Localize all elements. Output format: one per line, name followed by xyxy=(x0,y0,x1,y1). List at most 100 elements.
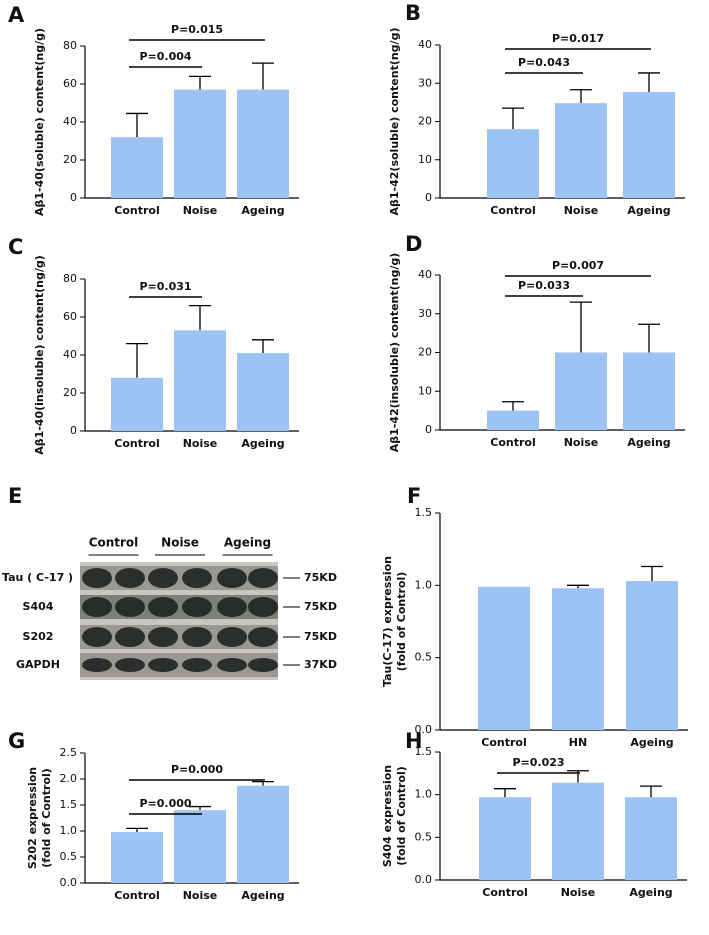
error-bar xyxy=(638,72,660,93)
y-tick-label: 0.0 xyxy=(415,723,433,736)
x-tick-label: Ageing xyxy=(627,204,670,217)
error-bar xyxy=(641,565,663,581)
error-bar xyxy=(640,785,662,798)
error-bar xyxy=(570,89,592,104)
y-tick-label: 1.5 xyxy=(60,798,78,811)
bar xyxy=(111,832,163,883)
blot-group-label: Ageing xyxy=(224,536,271,550)
y-tick-label: 40 xyxy=(63,115,77,128)
blot-band xyxy=(248,658,278,672)
p-value: P=0.043 xyxy=(518,56,570,69)
y-tick-label: 20 xyxy=(63,386,77,399)
panel-letter: C xyxy=(8,235,23,259)
x-tick-label: Ageing xyxy=(241,204,284,217)
x-tick-label: Noise xyxy=(561,886,596,899)
bar xyxy=(237,785,289,883)
bar xyxy=(552,588,604,730)
y-axis-label: (fold of Control) xyxy=(40,768,53,868)
y-tick-label: 1.0 xyxy=(415,788,433,801)
x-tick-label: HN xyxy=(569,736,587,749)
blot-band xyxy=(217,597,247,617)
y-tick-label: 60 xyxy=(63,77,77,90)
error-bar xyxy=(570,301,592,353)
y-tick-label: 1.5 xyxy=(415,745,433,758)
y-tick-label: 0.0 xyxy=(60,876,78,889)
x-tick-label: Noise xyxy=(564,436,599,449)
y-tick-label: 0 xyxy=(425,191,432,204)
p-value: P=0.015 xyxy=(171,23,223,36)
y-tick-label: 0.5 xyxy=(415,651,433,664)
error-bar xyxy=(494,788,516,798)
blot-band xyxy=(182,597,212,617)
blot-band xyxy=(182,658,212,672)
y-tick-label: 2.5 xyxy=(60,746,78,759)
x-tick-label: Control xyxy=(481,736,526,749)
x-tick-label: Noise xyxy=(183,437,218,450)
blot-size-label: 75KD xyxy=(304,630,337,643)
y-tick-label: 0 xyxy=(425,423,432,436)
blot-band xyxy=(217,627,247,647)
error-bar xyxy=(126,112,148,138)
blot-band xyxy=(82,658,112,672)
blot-band xyxy=(82,597,112,617)
y-tick-label: 0 xyxy=(70,424,77,437)
p-value: P=0.031 xyxy=(139,280,191,293)
y-tick-label: 1.5 xyxy=(415,506,433,519)
panel-letter: E xyxy=(8,484,22,508)
x-tick-label: Ageing xyxy=(241,889,284,902)
y-axis-label: (fold of Control) xyxy=(395,766,408,866)
y-tick-label: 0 xyxy=(70,191,77,204)
y-tick-label: 80 xyxy=(63,39,77,52)
blot-row-label: S202 xyxy=(23,630,54,643)
error-bar xyxy=(189,304,211,331)
bar xyxy=(174,330,226,431)
blot-band xyxy=(148,627,178,647)
y-tick-label: 20 xyxy=(418,346,432,359)
error-bar xyxy=(189,805,211,811)
error-bar xyxy=(126,342,148,378)
x-tick-label: Ageing xyxy=(241,437,284,450)
blot-band xyxy=(248,627,278,647)
blot-band xyxy=(182,568,212,588)
panel-letter: G xyxy=(8,729,25,753)
y-tick-label: 40 xyxy=(418,268,432,281)
bar xyxy=(552,782,604,880)
y-axis-label: Aβ1-40(soluble) content(ng/g) xyxy=(33,28,46,216)
p-value: P=0.017 xyxy=(552,32,604,45)
blot-band xyxy=(82,627,112,647)
error-bar xyxy=(126,827,148,833)
blot-band xyxy=(148,597,178,617)
bar xyxy=(623,352,675,430)
blot-band xyxy=(217,658,247,672)
blot-band xyxy=(217,568,247,588)
bar xyxy=(174,810,226,883)
bar xyxy=(111,377,163,431)
bar xyxy=(111,137,163,198)
y-tick-label: 20 xyxy=(63,153,77,166)
x-tick-label: Ageing xyxy=(630,736,673,749)
y-axis-label: Aβ1-42(insoluble) content(ng/g) xyxy=(388,253,401,453)
blot-band xyxy=(248,568,278,588)
y-tick-label: 40 xyxy=(63,348,77,361)
blot-band xyxy=(148,568,178,588)
y-axis-label: Tau(C-17) expression xyxy=(381,556,394,687)
error-bar xyxy=(252,339,274,354)
error-bar xyxy=(189,75,211,90)
y-tick-label: 10 xyxy=(418,384,432,397)
y-tick-label: 20 xyxy=(418,115,432,128)
blot-size-label: 75KD xyxy=(304,571,337,584)
blot-band xyxy=(115,568,145,588)
blot-band xyxy=(82,568,112,588)
blot-band xyxy=(115,597,145,617)
bar xyxy=(625,797,677,880)
bar xyxy=(555,352,607,430)
y-tick-label: 0.5 xyxy=(60,850,78,863)
y-tick-label: 80 xyxy=(63,272,77,285)
blot-row-label: Tau ( C-17 ) xyxy=(2,571,73,584)
error-bar xyxy=(252,62,274,90)
blot-size-label: 37KD xyxy=(304,658,337,671)
error-bar xyxy=(502,107,524,130)
p-value: P=0.000 xyxy=(171,763,223,776)
y-tick-label: 30 xyxy=(418,76,432,89)
